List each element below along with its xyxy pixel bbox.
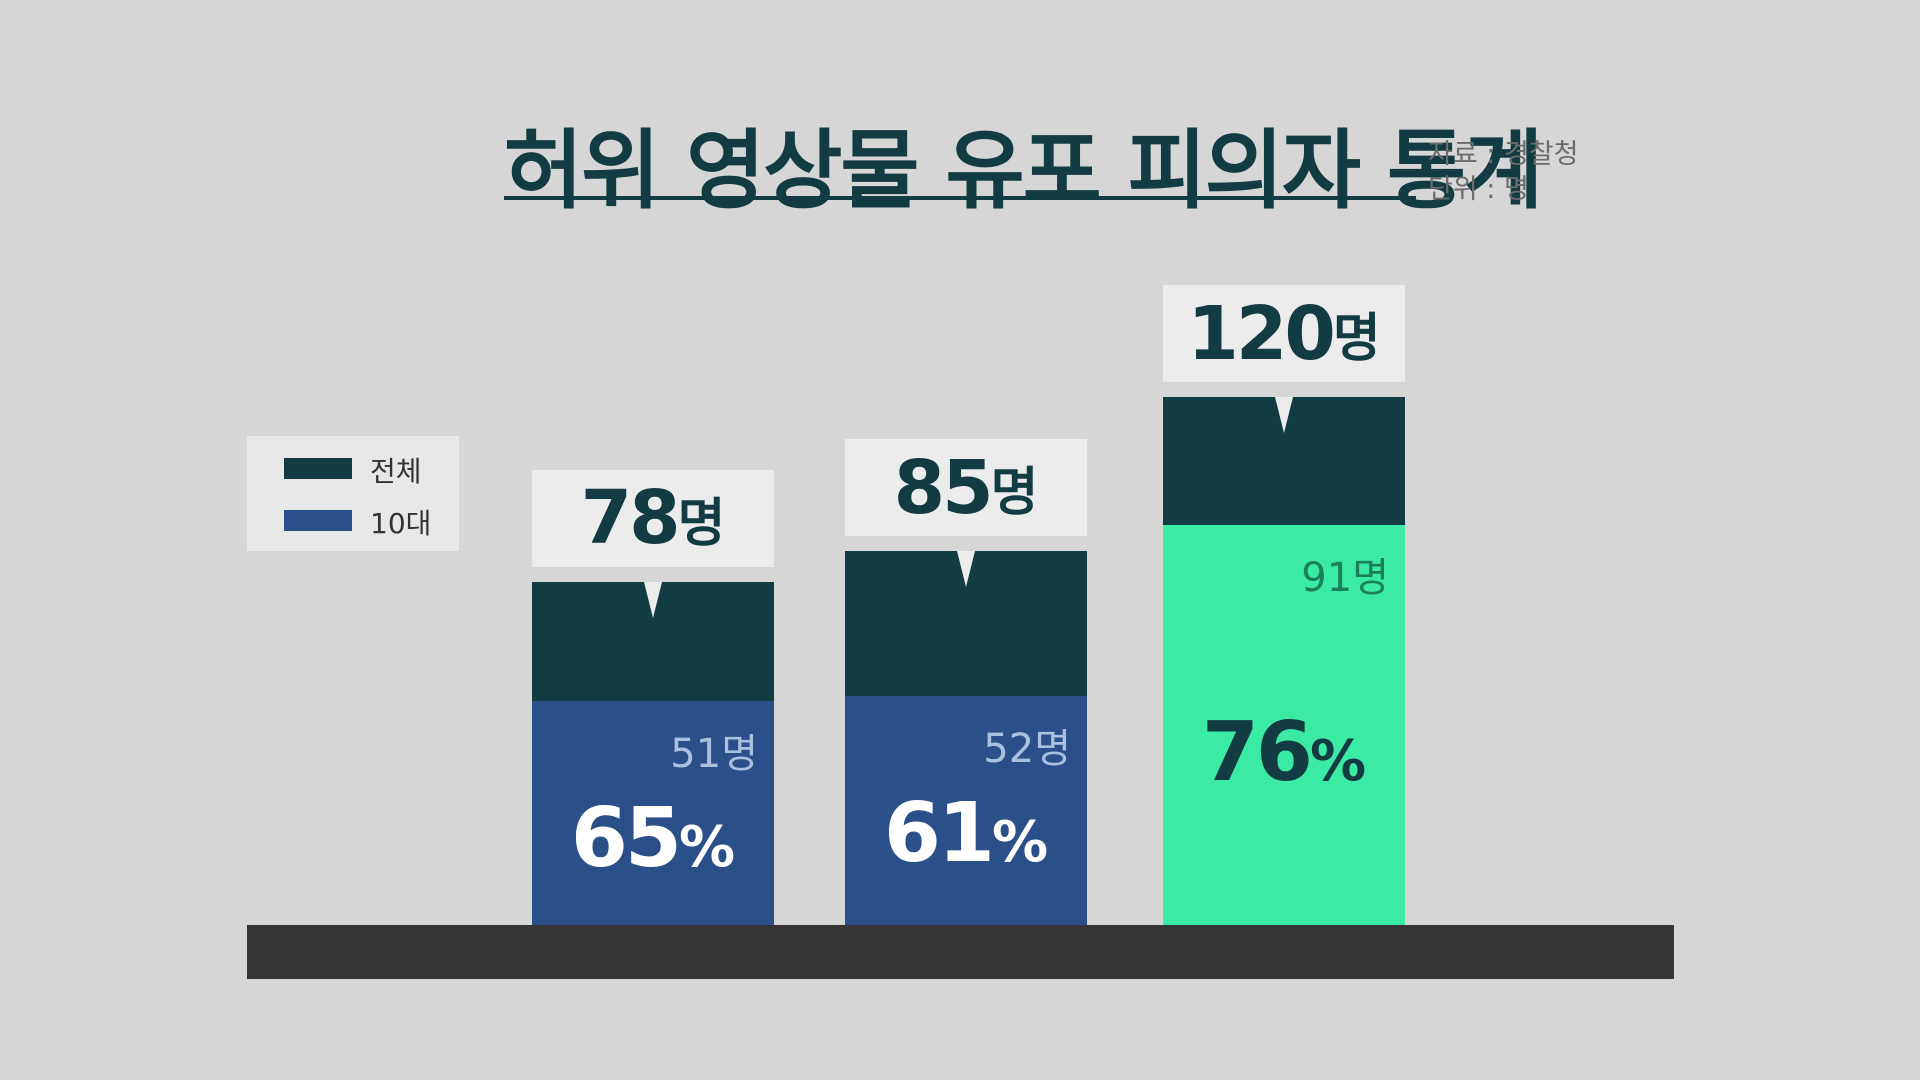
legend: 전체 10대 xyxy=(247,436,459,551)
legend-label-total: 전체 xyxy=(370,455,422,488)
x-axis-bar xyxy=(247,925,1674,979)
teen-share-label-2: 61% xyxy=(883,786,1049,882)
unit-note: 단위 : 명 xyxy=(1428,174,1529,205)
teen-share-label-1: 65% xyxy=(570,790,736,886)
bar-teen-3 xyxy=(1163,524,1405,925)
total-callout-2: 85 명 xyxy=(845,439,1087,536)
title-underline xyxy=(504,196,1416,200)
legend-swatch-total xyxy=(284,458,352,479)
total-label-3: 120 명 xyxy=(1187,290,1381,377)
legend-label-teen: 10대 xyxy=(370,507,432,540)
total-callout-3: 120 명 xyxy=(1163,285,1405,382)
total-callout-1: 78 명 xyxy=(532,469,774,567)
callout-pointer-1 xyxy=(644,581,662,618)
teen-share-label-3: 76% xyxy=(1201,704,1367,800)
callout-pointer-2 xyxy=(957,551,975,587)
teen-count-label-2: 52명 xyxy=(983,726,1071,773)
chart-title: 허위 영상물 유포 피의자 통계 xyxy=(504,121,1543,221)
source-note: 자료 : 경찰청 xyxy=(1428,139,1579,170)
bar-teen-1 xyxy=(532,700,774,925)
teen-count-label-1: 51명 xyxy=(670,730,758,777)
callout-pointer-3 xyxy=(1275,397,1293,433)
total-label-1: 78 명 xyxy=(580,475,726,562)
bar-teen-2 xyxy=(845,696,1087,925)
teen-count-label-3: 91명 xyxy=(1301,554,1389,601)
total-label-2: 85 명 xyxy=(893,444,1039,531)
legend-swatch-teen xyxy=(284,510,352,531)
